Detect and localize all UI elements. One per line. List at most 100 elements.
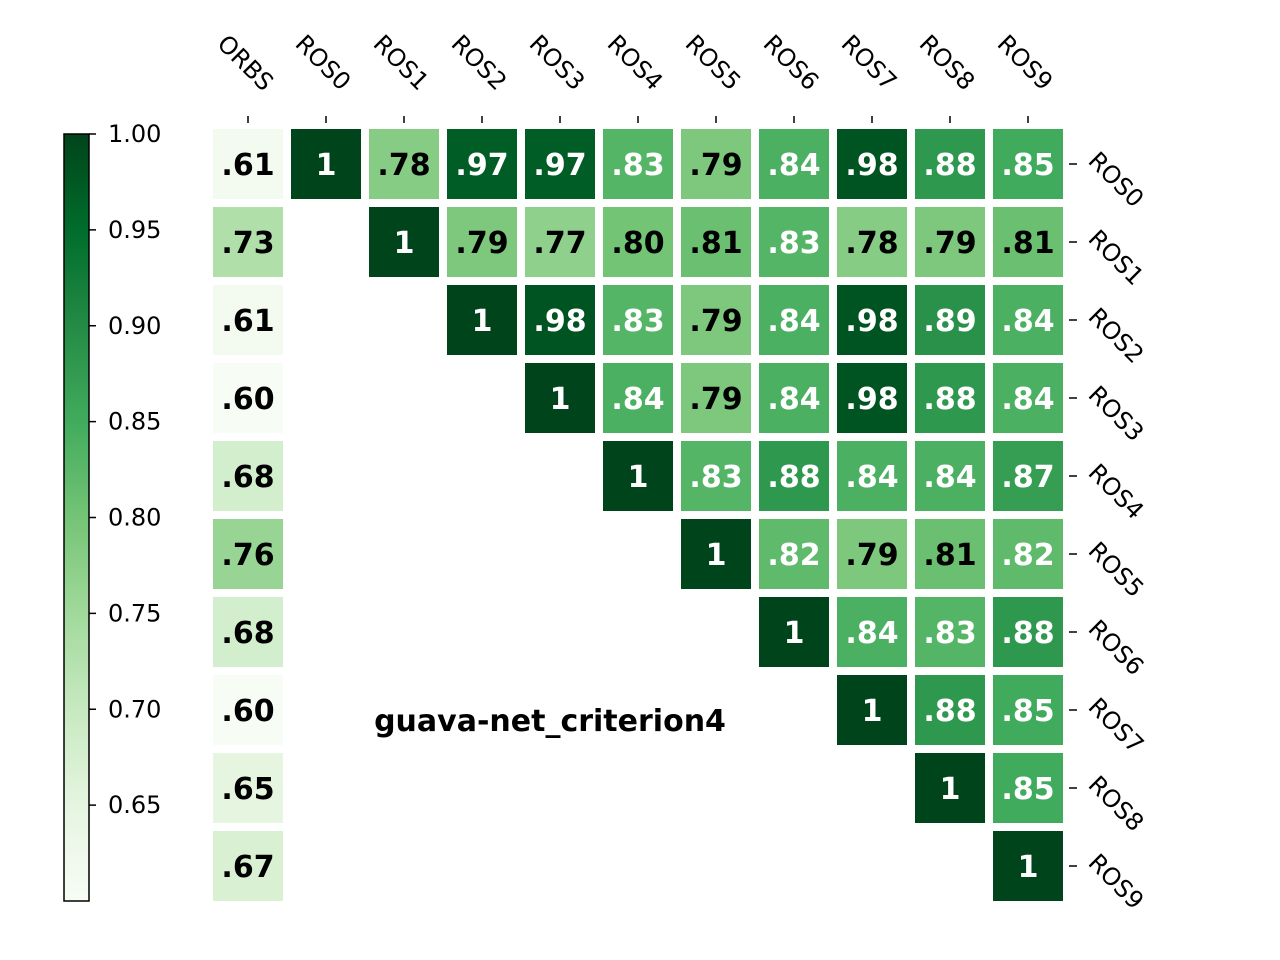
heatmap-cell — [447, 285, 517, 355]
heatmap-cell — [993, 363, 1063, 433]
cell-value-label: .88 — [1001, 616, 1054, 651]
colorbar: 1.00 0.95 0.90 0.85 0.80 0.75 0.70 0.65 — [63, 120, 161, 902]
cell-value-label: .85 — [1001, 694, 1054, 729]
heatmap-cell — [213, 285, 283, 355]
cell-value-label: .83 — [767, 226, 820, 261]
column-tick-label: ROS1 — [368, 29, 435, 96]
row-tick-label: ROS1 — [1083, 224, 1150, 291]
cell-value-label: .79 — [689, 148, 742, 183]
cell-value-label: 1 — [1018, 850, 1039, 885]
column-tick-labels: ORBS ROS0 ROS1 ROS2 ROS3 ROS4 ROS5 ROS6 ROS7 ROS8… — [212, 29, 1058, 123]
column-tick-label: ROS5 — [680, 29, 747, 96]
heatmap-cell — [291, 129, 361, 199]
cell-value-label: .81 — [689, 226, 742, 261]
cell-value-label: .79 — [923, 226, 976, 261]
heatmap-cell — [837, 597, 907, 667]
heatmap-cell — [213, 363, 283, 433]
cell-value-label: .79 — [689, 304, 742, 339]
cell-value-label: 1 — [472, 304, 493, 339]
heatmap-cell — [993, 441, 1063, 511]
cell-value-label: .88 — [923, 382, 976, 417]
heatmap-cell — [993, 285, 1063, 355]
heatmap-cell — [213, 831, 283, 901]
cell-value-label: .97 — [533, 148, 586, 183]
cell-value-label: .98 — [845, 148, 898, 183]
heatmap-cell — [837, 363, 907, 433]
heatmap-cell — [447, 129, 517, 199]
cell-value-label: .87 — [1001, 460, 1054, 495]
heatmap-cell — [213, 597, 283, 667]
heatmap-cell — [759, 597, 829, 667]
heatmap-cell — [603, 285, 673, 355]
heatmap-cell — [681, 129, 751, 199]
cell-value-label: .84 — [845, 460, 898, 495]
heatmap-cell — [759, 207, 829, 277]
heatmap-cell — [213, 519, 283, 589]
cell-value-label: 1 — [550, 382, 571, 417]
cell-value-label: .81 — [923, 538, 976, 573]
cell-value-label: .78 — [377, 148, 430, 183]
column-tick-label: ROS2 — [446, 29, 513, 96]
row-tick-label: ROS2 — [1083, 302, 1150, 369]
heatmap-cell — [681, 285, 751, 355]
column-tick-label: ROS7 — [836, 29, 903, 96]
cell-value-label: .84 — [611, 382, 664, 417]
heatmap-cell — [915, 129, 985, 199]
heatmap-cell — [837, 207, 907, 277]
cell-value-label: .67 — [221, 850, 274, 885]
heatmap-cell — [213, 207, 283, 277]
heatmap-cell — [603, 441, 673, 511]
chart-title: guava-net_criterion4 — [374, 704, 726, 739]
heatmap-cell — [915, 519, 985, 589]
cell-value-label: .73 — [221, 226, 274, 261]
cell-value-label: .79 — [845, 538, 898, 573]
heatmap-cell — [915, 675, 985, 745]
heatmap-cell — [915, 207, 985, 277]
column-tick-label: ROS8 — [914, 29, 981, 96]
heatmap-cell — [681, 363, 751, 433]
cell-value-label: .84 — [1001, 304, 1054, 339]
heatmap-cell — [603, 363, 673, 433]
row-tick-labels: ROS0 ROS1 ROS2 ROS3 ROS4 ROS5 ROS6 ROS7 ROS8 ROS9 — [1069, 146, 1149, 915]
heatmap-cell — [369, 207, 439, 277]
row-tick-label: ROS4 — [1083, 458, 1150, 525]
heatmap-cell — [837, 441, 907, 511]
cell-value-label: .98 — [845, 304, 898, 339]
cell-value-label: .83 — [689, 460, 742, 495]
heatmap-cell — [993, 675, 1063, 745]
cell-value-label: .97 — [455, 148, 508, 183]
cell-value-label: 1 — [628, 460, 649, 495]
cell-value-label: .82 — [767, 538, 820, 573]
cell-value-label: .85 — [1001, 148, 1054, 183]
heatmap-cell — [525, 129, 595, 199]
cell-value-label: .78 — [845, 226, 898, 261]
heatmap-cell — [837, 129, 907, 199]
heatmap-cell — [915, 363, 985, 433]
colorbar-tick-label: 0.65 — [108, 791, 161, 819]
column-tick-label: ROS4 — [602, 29, 669, 96]
heatmap-cell — [603, 129, 673, 199]
heatmap-cell — [837, 285, 907, 355]
heatmap-cell — [759, 519, 829, 589]
cell-value-label: .79 — [689, 382, 742, 417]
heatmap-cell — [681, 207, 751, 277]
heatmap-cell — [915, 597, 985, 667]
heatmap-cell — [759, 441, 829, 511]
heatmap-cell — [525, 207, 595, 277]
heatmap-cell — [915, 441, 985, 511]
cell-value-label: 1 — [784, 616, 805, 651]
colorbar-tick-label: 0.80 — [108, 504, 161, 532]
cell-value-label: .81 — [1001, 226, 1054, 261]
cell-value-label: 1 — [940, 772, 961, 807]
column-tick-label: ROS6 — [758, 29, 825, 96]
cell-value-label: .60 — [221, 694, 274, 729]
cell-value-label: .89 — [923, 304, 976, 339]
heatmap-cell — [759, 129, 829, 199]
cell-value-label: .83 — [611, 148, 664, 183]
cell-value-label: .88 — [923, 694, 976, 729]
cell-value-label: .98 — [845, 382, 898, 417]
row-tick-label: ROS9 — [1083, 848, 1150, 915]
cell-value-label: .68 — [221, 616, 274, 651]
row-tick-label: ROS0 — [1083, 146, 1150, 213]
heatmap-cell — [759, 285, 829, 355]
